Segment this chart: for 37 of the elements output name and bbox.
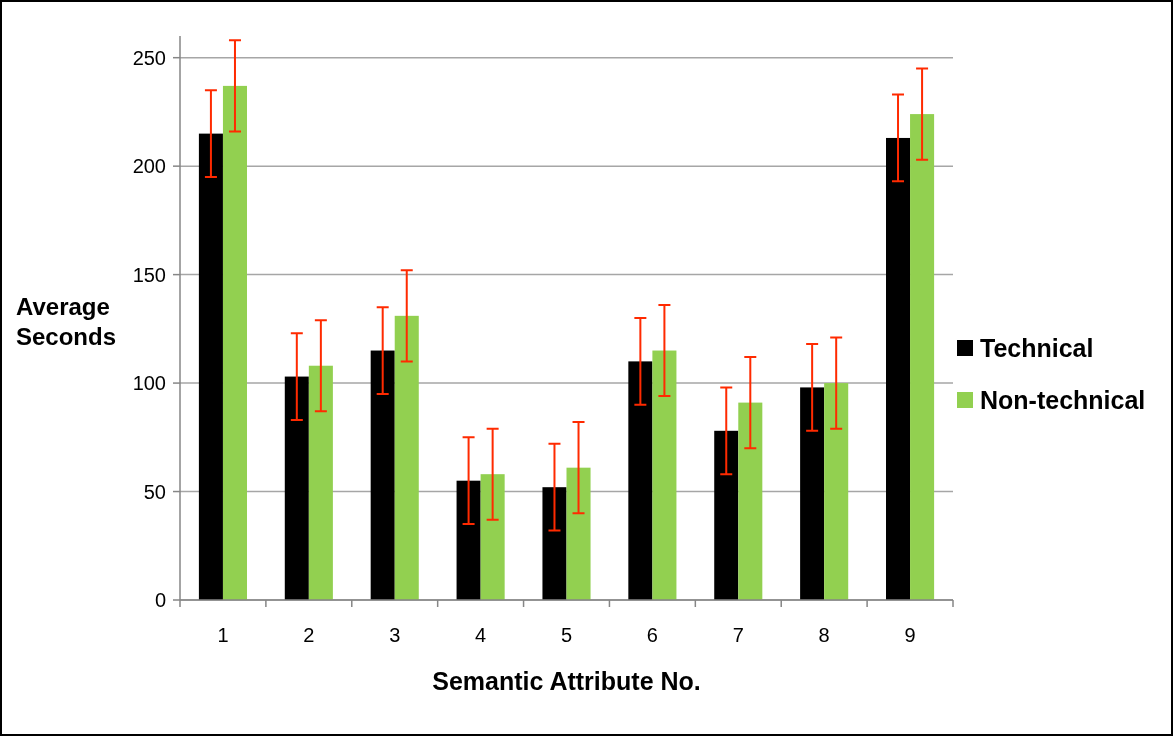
- bar: [456, 480, 481, 600]
- y-tick-label: 0: [154, 589, 166, 611]
- bar: [370, 350, 395, 600]
- y-axis-title: Average Seconds: [16, 293, 117, 350]
- legend-label: Non-technical: [980, 385, 1146, 414]
- bar: [284, 376, 309, 600]
- x-tick-label: 1: [217, 624, 229, 646]
- bar: [800, 387, 825, 600]
- x-tick-label: 6: [646, 624, 658, 646]
- bar: [542, 487, 567, 600]
- y-tick-label: 200: [132, 155, 166, 178]
- bar: [308, 365, 333, 600]
- bar: [824, 383, 849, 600]
- bar: [714, 430, 739, 600]
- y-tick-label: 150: [132, 263, 166, 286]
- x-tick-label: 3: [389, 624, 401, 646]
- bar: [886, 137, 911, 600]
- x-tick-label: 7: [732, 624, 744, 646]
- legend-label: Technical: [980, 333, 1094, 362]
- x-axis-title: Semantic Attribute No.: [432, 667, 701, 695]
- bar: [222, 85, 247, 600]
- x-tick-label: 2: [303, 624, 315, 646]
- y-tick-label: 100: [132, 372, 166, 395]
- y-tick-label: 250: [132, 46, 166, 69]
- bar: [566, 467, 591, 600]
- bar: [738, 402, 763, 600]
- bar: [394, 315, 419, 600]
- x-tick-label: 9: [904, 624, 916, 646]
- x-tick-label: 8: [818, 624, 830, 646]
- y-tick-label: 50: [143, 480, 166, 503]
- bar: [628, 361, 653, 600]
- bar: [652, 350, 677, 600]
- bar: [480, 474, 505, 600]
- bar: [910, 114, 935, 600]
- x-tick-label: 5: [560, 624, 573, 646]
- bar: [198, 133, 223, 600]
- x-tick-label: 4: [475, 624, 487, 646]
